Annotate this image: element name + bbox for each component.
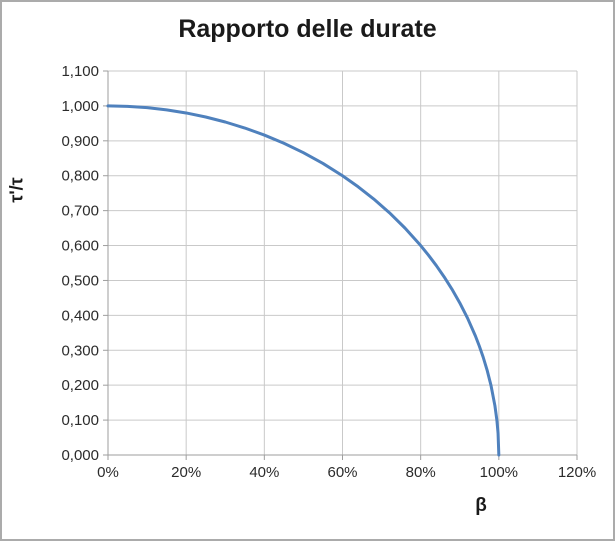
y-tick-label: 0,900 — [61, 133, 99, 150]
y-tick-label: 0,600 — [61, 238, 99, 255]
y-tick-label: 0,800 — [61, 168, 99, 185]
x-axis-title: β — [475, 495, 487, 516]
y-tick-label: 1,000 — [61, 98, 99, 115]
chart-title: Rapporto delle durate — [178, 15, 437, 43]
y-tick-label: 0,400 — [61, 307, 99, 324]
x-tick-label: 120% — [558, 464, 596, 481]
x-tick-label: 60% — [327, 464, 357, 481]
y-tick-label: 0,100 — [61, 412, 99, 429]
data-series-line — [106, 104, 501, 457]
x-tick-label: 0% — [97, 464, 119, 481]
x-tick-label: 20% — [171, 464, 201, 481]
x-tick-label: 40% — [249, 464, 279, 481]
y-tick-label: 0,300 — [61, 342, 99, 359]
y-tick-label: 0,500 — [61, 272, 99, 289]
x-tick-label: 100% — [480, 464, 518, 481]
y-tick-label: 0,200 — [61, 377, 99, 394]
x-tick-label: 80% — [406, 464, 436, 481]
y-tick-label: 1,100 — [61, 63, 99, 80]
y-tick-label: 0,700 — [61, 203, 99, 220]
y-tick-label: 0,000 — [61, 447, 99, 464]
